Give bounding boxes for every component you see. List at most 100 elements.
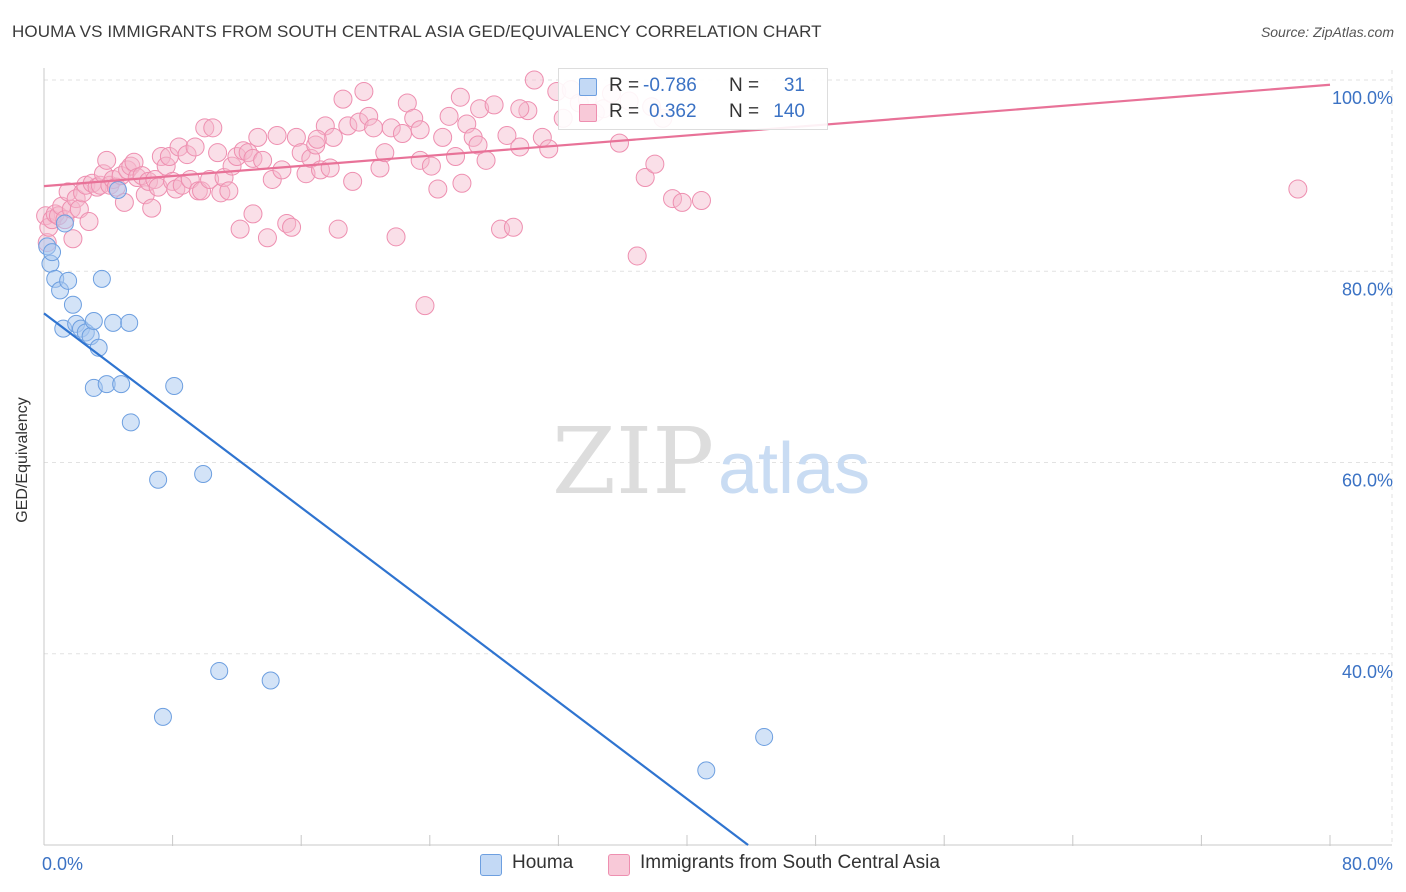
houma-point (59, 271, 78, 290)
immigrants-point (142, 198, 162, 218)
immigrants-point (484, 95, 504, 115)
immigrants-point (323, 127, 343, 147)
chart-title: HOUMA VS IMMIGRANTS FROM SOUTH CENTRAL A… (12, 22, 822, 41)
houma-point (121, 413, 140, 432)
houma-point (697, 761, 716, 780)
immigrants-point (192, 181, 212, 201)
immigrants-point (428, 179, 448, 199)
houma-point (210, 661, 229, 680)
immigrants-point (177, 145, 197, 165)
immigrants-point (97, 150, 117, 170)
immigrants-point (248, 127, 268, 147)
y-tick-label: 80.0% (1342, 279, 1393, 299)
immigrants-point (381, 118, 401, 138)
immigrants-point (257, 228, 277, 248)
immigrants-point (63, 229, 83, 249)
x-tick-label-max: 80.0% (1342, 854, 1393, 874)
series-label-houma: Houma (512, 852, 574, 873)
immigrants-point (410, 120, 430, 140)
immigrants-point (272, 160, 292, 180)
immigrants-point (200, 169, 220, 189)
immigrants-point (243, 204, 263, 224)
houma-point (92, 269, 111, 288)
immigrants-point (286, 127, 306, 147)
legend-n-value-houma: 31 (783, 75, 805, 96)
immigrants-point (503, 217, 523, 237)
houma-point (165, 377, 184, 395)
immigrants-point (470, 99, 490, 119)
immigrants-point (121, 156, 141, 176)
immigrants-point (253, 150, 273, 170)
watermark: ZIP atlas (552, 408, 870, 515)
y-tick-label: 40.0% (1342, 662, 1393, 682)
grid-lines (44, 70, 1393, 845)
immigrants-point (151, 147, 171, 166)
immigrants-point (627, 246, 647, 266)
immigrants-point (645, 154, 665, 174)
immigrants-point (359, 106, 379, 126)
immigrants-point (386, 227, 406, 247)
immigrants-point (663, 189, 683, 209)
y-axis-label: GED/Equivalency (14, 397, 31, 523)
houma-point (120, 313, 139, 332)
immigrants-point (421, 156, 441, 176)
legend-r-label: R = (609, 75, 640, 96)
immigrants-point (333, 89, 353, 109)
houma-point (104, 313, 123, 332)
immigrants-point (375, 143, 395, 163)
houma-point (153, 707, 172, 726)
immigrants-point (195, 118, 215, 138)
houma-point (108, 180, 127, 199)
immigrants-point (364, 118, 384, 138)
immigrants-point (497, 125, 517, 145)
immigrants-point (211, 183, 231, 203)
immigrants-trend-line (43, 83, 1331, 188)
series-swatch-immigrants (608, 854, 630, 876)
immigrants-point (203, 118, 223, 138)
immigrants-point (415, 296, 435, 316)
immigrants-point (169, 137, 189, 157)
immigrants-point (433, 127, 453, 147)
immigrants-point (518, 101, 538, 121)
immigrants-point (446, 147, 466, 166)
immigrants-point (219, 181, 239, 201)
houma-point (84, 311, 103, 330)
watermark-atlas: atlas (718, 429, 870, 509)
immigrants-point (230, 219, 250, 239)
x-tick-label-min: 0.0% (42, 854, 83, 874)
legend-r-value-immigrants: 0.362 (649, 101, 697, 122)
series-swatch-houma (480, 854, 502, 876)
legend-n-label: N = (729, 101, 760, 122)
immigrants-point (635, 168, 655, 188)
immigrants-point (609, 133, 629, 153)
immigrants-point (338, 116, 358, 136)
immigrants-point (267, 125, 287, 145)
watermark-zip: ZIP (552, 408, 714, 515)
trend-lines (43, 83, 1331, 846)
houma-point (112, 375, 131, 394)
immigrants-point (539, 139, 559, 159)
immigrants-point (691, 190, 711, 210)
immigrants-point (349, 112, 369, 132)
stats-legend: R = -0.786 N = 31 R = 0.362 N = 140 (558, 68, 828, 130)
series-label-immigrants: Immigrants from South Central Asia (640, 852, 940, 873)
houma-point (149, 470, 168, 489)
houma-trend-line (43, 312, 749, 846)
immigrants-point (262, 169, 282, 189)
houma-point (55, 214, 74, 233)
legend-n-value-immigrants: 140 (773, 101, 805, 122)
immigrants-points (36, 70, 1308, 316)
immigrants-point (672, 192, 692, 212)
immigrants-point (354, 81, 374, 101)
y-tick-label: 100.0% (1332, 88, 1393, 108)
legend-swatch-immigrants (579, 104, 597, 122)
houma-point (194, 464, 213, 483)
legend-r-label: R = (609, 101, 640, 122)
tick-labels: 40.0% 60.0% 80.0% 100.0% 0.0% 80.0% (42, 88, 1393, 874)
immigrants-point (282, 217, 302, 237)
immigrants-point (328, 219, 348, 239)
immigrants-point (307, 129, 327, 149)
immigrants-point (392, 124, 412, 144)
legend-r-value-houma: -0.786 (643, 75, 697, 96)
